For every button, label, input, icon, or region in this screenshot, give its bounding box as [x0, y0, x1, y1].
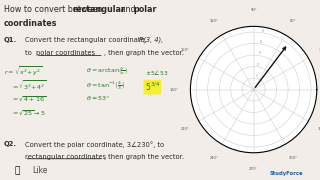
- Text: Convert the polar coordinate, 3∠230°, to: Convert the polar coordinate, 3∠230°, to: [25, 141, 164, 148]
- Text: , then graph the vector.: , then graph the vector.: [104, 50, 184, 56]
- Text: Convert the rectangular coordinate,: Convert the rectangular coordinate,: [25, 37, 148, 43]
- Text: and: and: [118, 4, 138, 14]
- Text: , then graph the vector.: , then graph the vector.: [104, 154, 184, 160]
- Text: 👍: 👍: [14, 166, 20, 175]
- Text: $r=\sqrt{x^2\!+\!y^2}$: $r=\sqrt{x^2\!+\!y^2}$: [4, 65, 42, 78]
- Text: $\theta=\arctan\!\left(\frac{y}{x}\right)$: $\theta=\arctan\!\left(\frac{y}{x}\right…: [86, 65, 128, 76]
- Text: $\theta\approx53°$: $\theta\approx53°$: [86, 94, 110, 102]
- Text: $=\sqrt{25}\rightarrow 5$: $=\sqrt{25}\rightarrow 5$: [12, 108, 46, 117]
- Text: $=\sqrt{4+16}$: $=\sqrt{4+16}$: [12, 94, 47, 103]
- Text: Q1.: Q1.: [4, 37, 17, 43]
- Text: rectangular coordinates: rectangular coordinates: [25, 154, 106, 160]
- Text: $5^{3/4}$: $5^{3/4}$: [145, 81, 160, 93]
- Text: How to convert between: How to convert between: [4, 4, 105, 14]
- Text: P(3, 4),: P(3, 4),: [139, 37, 163, 43]
- Text: $=\sqrt{3^2\!+\!4^2}$: $=\sqrt{3^2\!+\!4^2}$: [12, 79, 47, 92]
- Text: Q2.: Q2.: [4, 141, 17, 147]
- Text: to: to: [25, 50, 34, 56]
- Text: Like: Like: [32, 166, 47, 175]
- Text: StudyForce: StudyForce: [269, 170, 303, 175]
- Text: coordinates: coordinates: [4, 19, 57, 28]
- Text: $\theta=\tan^{-1}\!\left(\frac{4}{3}\right)$: $\theta=\tan^{-1}\!\left(\frac{4}{3}\rig…: [86, 79, 125, 91]
- Text: rectangular: rectangular: [72, 4, 125, 14]
- Text: polar coordinates: polar coordinates: [36, 50, 95, 56]
- Text: polar: polar: [133, 4, 157, 14]
- Text: $\pm5\angle53$: $\pm5\angle53$: [145, 68, 168, 77]
